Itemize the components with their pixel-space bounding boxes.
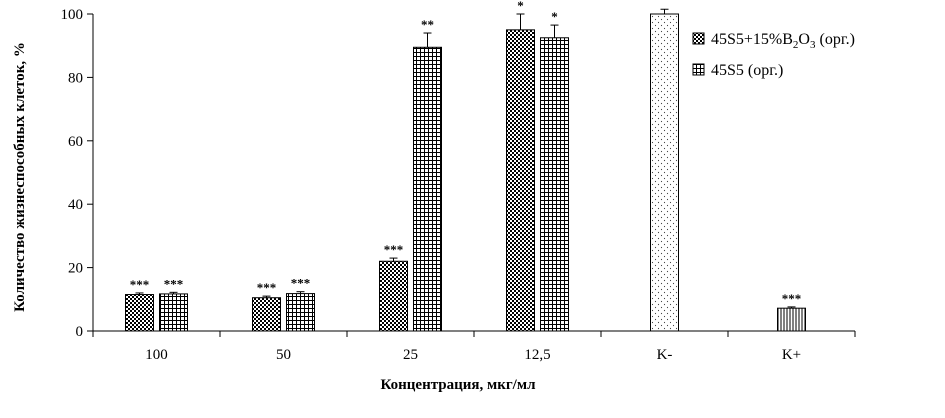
x-tick-label: 12,5 (524, 347, 550, 363)
bar (252, 297, 281, 332)
bar (506, 29, 535, 332)
significance-label: *** (257, 280, 277, 295)
significance-label: *** (291, 276, 311, 291)
y-tick-label: 60 (68, 134, 83, 150)
legend-label: 45S5 (орг.) (711, 62, 783, 79)
legend: 45S5+15%B2O3 (орг.) 45S5 (орг.) (692, 31, 855, 79)
y-tick-label: 0 (76, 324, 84, 340)
y-axis-title: Количество жизнеспособных клеток, % (12, 42, 28, 312)
bar (777, 307, 806, 332)
y-tick-label: 100 (61, 7, 84, 23)
bar (125, 294, 154, 332)
y-tick-label: 80 (68, 70, 83, 86)
significance-label: *** (782, 291, 802, 306)
x-tick-label: K+ (782, 347, 801, 363)
legend-swatch (692, 32, 705, 45)
significance-label: * (517, 0, 524, 13)
bars: *** *** *** ************* (125, 0, 806, 332)
bar (540, 37, 569, 332)
significance-label: *** (384, 242, 404, 257)
y-tick-label: 40 (68, 197, 83, 213)
significance-label: * (551, 9, 558, 24)
bar (650, 13, 679, 332)
x-tick-label: 50 (276, 347, 291, 363)
significance-label: *** (130, 277, 150, 292)
x-axis-title: Концентрация, мкг/мл (381, 377, 537, 393)
x-tick-label: K- (657, 347, 673, 363)
x-tick-label: 25 (403, 347, 418, 363)
bar (413, 46, 442, 332)
legend-label: 45S5+15%B2O3 (орг.) (711, 31, 855, 51)
significance-label: *** (164, 276, 184, 291)
bar (286, 293, 315, 332)
bar (379, 260, 408, 332)
y-tick-label: 20 (68, 261, 83, 277)
legend-swatch (692, 63, 705, 76)
axes: 0 20 40 60 80 100 100 50 25 12,5 K- K+ (61, 7, 856, 363)
significance-label: ** (421, 17, 434, 32)
bar (159, 293, 188, 332)
x-tick-label: 100 (145, 347, 168, 363)
